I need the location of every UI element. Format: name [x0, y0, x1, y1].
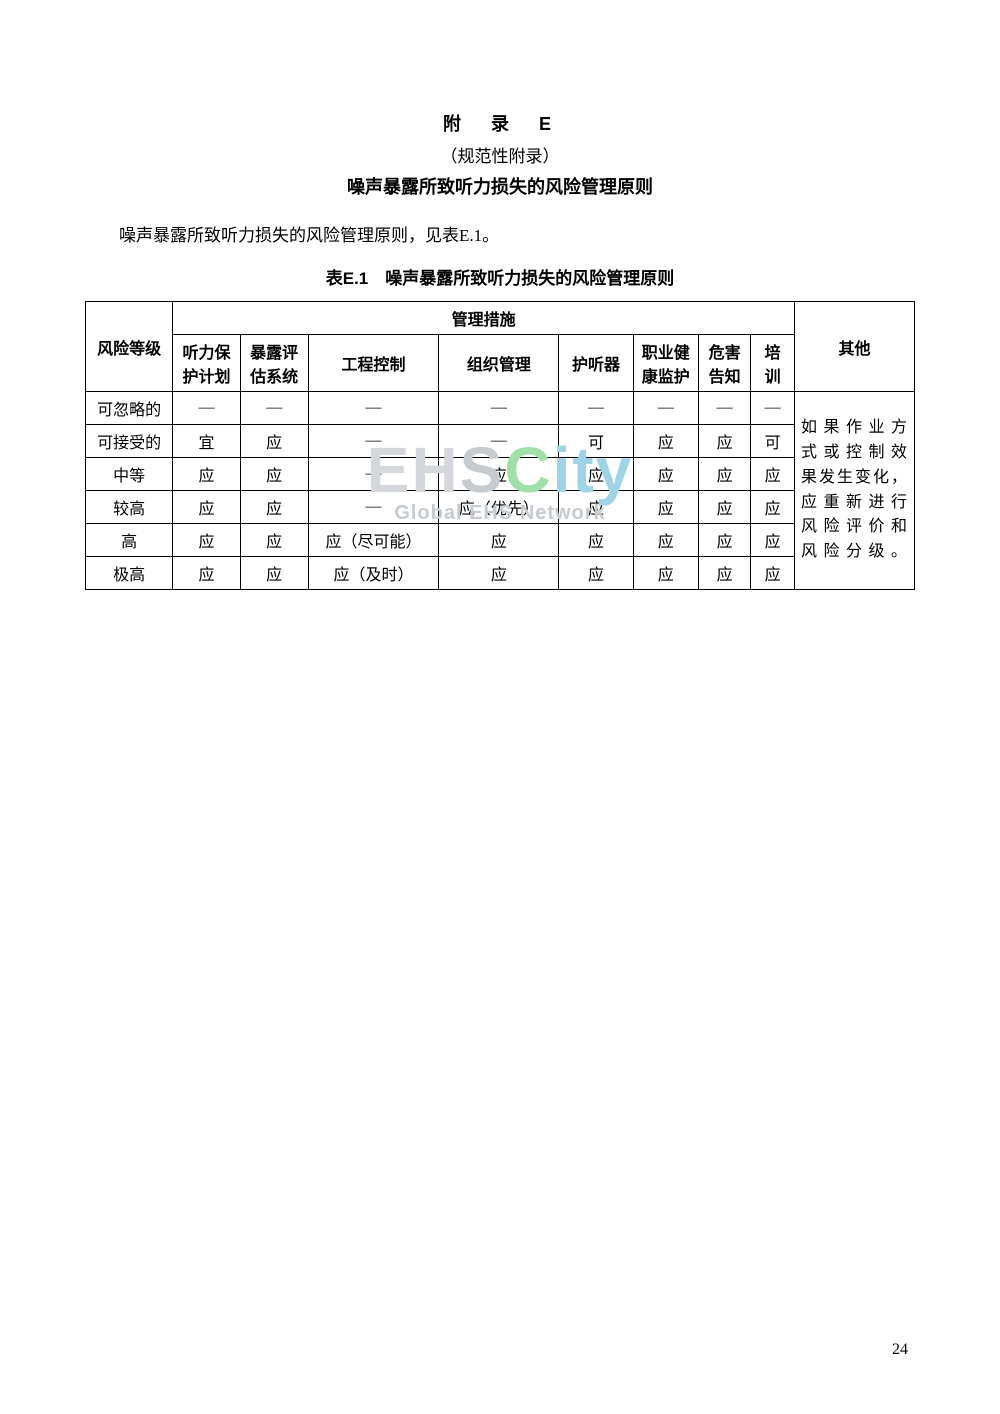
cell: 应	[633, 557, 698, 590]
cell: —	[439, 425, 559, 458]
table-row: 可接受的 宜 应 — — 可 应 应 可	[86, 425, 915, 458]
cell: —	[308, 425, 439, 458]
cell: 应（优先）	[439, 491, 559, 524]
cell-risk: 极高	[86, 557, 173, 590]
cell-risk: 可忽略的	[86, 392, 173, 425]
cell-risk: 可接受的	[86, 425, 173, 458]
table-caption: 表E.1 噪声暴露所致听力损失的风险管理原则	[85, 264, 915, 289]
cell: 应	[698, 425, 750, 458]
cell-risk: 中等	[86, 458, 173, 491]
cell: 应	[240, 425, 308, 458]
cell: 应	[751, 524, 795, 557]
table-row: 可忽略的 — — — — — — — — 如果作业方 式或控制效 果发生变化， …	[86, 392, 915, 425]
col-header-org: 组织管理	[439, 335, 559, 392]
cell: 应	[751, 557, 795, 590]
cell: 可	[559, 425, 633, 458]
table-row: 较高 应 应 — 应（优先） 应 应 应 应	[86, 491, 915, 524]
col-header-train: 培训	[751, 335, 795, 392]
intro-text: 噪声暴露所致听力损失的风险管理原则，见表E.1。	[85, 221, 915, 246]
col-header-health: 职业健康监护	[633, 335, 698, 392]
col-header-eng: 工程控制	[308, 335, 439, 392]
appendix-subtitle: （规范性附录）	[85, 142, 915, 167]
cell: 应	[559, 491, 633, 524]
cell: 应	[698, 491, 750, 524]
page-number: 24	[892, 1341, 908, 1359]
cell: 应	[559, 524, 633, 557]
cell: 应	[240, 491, 308, 524]
table-row: 高 应 应 应（尽可能） 应 应 应 应 应	[86, 524, 915, 557]
cell: 应	[439, 458, 559, 491]
cell: 应	[173, 557, 241, 590]
cell: 应	[559, 557, 633, 590]
appendix-title: 附 录 E	[85, 110, 915, 136]
cell: 应	[751, 458, 795, 491]
cell: 应	[240, 524, 308, 557]
cell: 应	[439, 524, 559, 557]
cell: 应	[173, 458, 241, 491]
cell: 应	[633, 458, 698, 491]
cell: —	[308, 392, 439, 425]
col-header-risk: 风险等级	[86, 302, 173, 392]
cell: —	[559, 392, 633, 425]
cell: 应	[439, 557, 559, 590]
col-header-hazard: 危害告知	[698, 335, 750, 392]
cell-other: 如果作业方 式或控制效 果发生变化， 应重新进行 风险评价和 风险分级。	[794, 392, 914, 590]
cell: 宜	[173, 425, 241, 458]
cell: —	[173, 392, 241, 425]
cell: —	[439, 392, 559, 425]
cell: 可	[751, 425, 795, 458]
col-header-group: 管理措施	[173, 302, 795, 335]
cell: 应（及时）	[308, 557, 439, 590]
col-header-hear: 护听器	[559, 335, 633, 392]
risk-management-table: 风险等级 管理措施 其他 听力保护计划 暴露评估系统 工程控制 组织管理 护听器…	[85, 301, 915, 590]
col-header-plan: 听力保护计划	[173, 335, 241, 392]
cell: 应	[698, 524, 750, 557]
cell: 应	[173, 524, 241, 557]
cell: 应	[751, 491, 795, 524]
cell: 应	[633, 524, 698, 557]
cell: —	[698, 392, 750, 425]
col-header-other: 其他	[794, 302, 914, 392]
cell: —	[308, 491, 439, 524]
cell: 应（尽可能）	[308, 524, 439, 557]
cell: 应	[559, 458, 633, 491]
cell: 应	[698, 557, 750, 590]
col-header-eval: 暴露评估系统	[240, 335, 308, 392]
cell: 应	[173, 491, 241, 524]
cell-risk: 高	[86, 524, 173, 557]
cell: —	[240, 392, 308, 425]
cell-risk: 较高	[86, 491, 173, 524]
table-row: 极高 应 应 应（及时） 应 应 应 应 应	[86, 557, 915, 590]
cell: 应	[633, 491, 698, 524]
cell: 应	[240, 458, 308, 491]
cell: —	[751, 392, 795, 425]
cell: —	[308, 458, 439, 491]
cell: —	[633, 392, 698, 425]
cell: 应	[240, 557, 308, 590]
cell: 应	[633, 425, 698, 458]
table-row: 中等 应 应 — 应 应 应 应 应	[86, 458, 915, 491]
main-title: 噪声暴露所致听力损失的风险管理原则	[85, 173, 915, 199]
cell: 应	[698, 458, 750, 491]
